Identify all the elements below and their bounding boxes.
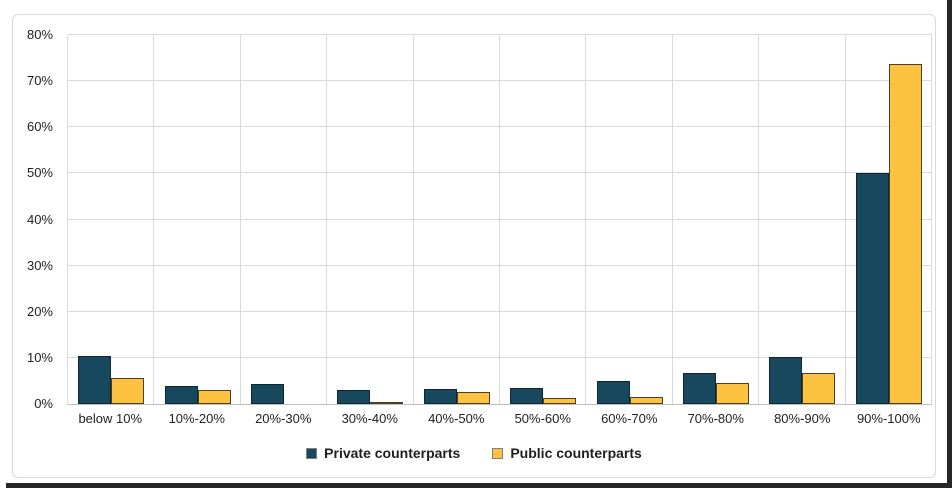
bar bbox=[78, 356, 112, 404]
category-cell bbox=[327, 35, 414, 404]
chart-frame: 0% 10% 20% 30% 40% 50% 60% 70% 80% below 10% 10%-… bbox=[12, 14, 936, 478]
bar bbox=[716, 382, 750, 404]
bar-group-60%-70% bbox=[586, 35, 672, 404]
bar-group-70%-80% bbox=[673, 35, 759, 404]
bar bbox=[888, 64, 922, 404]
x-axis-label: 70%-80% bbox=[687, 411, 744, 426]
plot-area bbox=[67, 34, 933, 405]
bar bbox=[337, 390, 371, 404]
bar bbox=[629, 397, 663, 404]
page-edge-right bbox=[947, 0, 952, 488]
x-axis-labels: below 10% 10%-20% 20%-30% 30%-40% 40%-50% 50%… bbox=[67, 411, 932, 426]
gridline bbox=[68, 172, 932, 174]
category-cell bbox=[673, 35, 760, 404]
x-axis-label: 20%-30% bbox=[255, 411, 312, 426]
x-axis-label: 10%-20% bbox=[168, 411, 225, 426]
bar bbox=[543, 398, 577, 404]
legend-swatch bbox=[306, 447, 318, 459]
category-cell bbox=[68, 35, 155, 404]
category-cell bbox=[500, 35, 587, 404]
bar bbox=[164, 386, 198, 404]
x-axis-label: 60%-70% bbox=[601, 411, 658, 426]
legend-label: Public counterparts bbox=[510, 445, 642, 461]
bar-group-50%-60% bbox=[500, 35, 586, 404]
gridline bbox=[68, 356, 932, 358]
x-axis-label: 90%-100% bbox=[856, 411, 921, 426]
bar bbox=[456, 391, 490, 404]
category-cell bbox=[846, 35, 933, 404]
legend-swatch bbox=[492, 447, 504, 459]
vertical-gridlines bbox=[68, 35, 933, 404]
y-tick-label: 50% bbox=[26, 165, 53, 181]
x-axis-label: 80%-90% bbox=[774, 411, 831, 426]
bar-group-40%-50% bbox=[414, 35, 500, 404]
category-cell bbox=[154, 35, 241, 404]
gridline bbox=[68, 310, 932, 312]
bar bbox=[510, 387, 544, 404]
bar-group-80%-90% bbox=[759, 35, 845, 404]
legend-item: Private counterparts bbox=[306, 445, 460, 461]
bar-group-30%-40% bbox=[327, 35, 413, 404]
category-cell bbox=[586, 35, 673, 404]
x-axis-label: 30%-40% bbox=[341, 411, 398, 426]
category-cell bbox=[759, 35, 846, 404]
bar bbox=[197, 390, 231, 404]
legend-item: Public counterparts bbox=[492, 445, 642, 461]
gridline bbox=[68, 126, 932, 128]
bar bbox=[423, 389, 457, 404]
bar bbox=[251, 383, 285, 404]
bar bbox=[683, 373, 717, 404]
gridline bbox=[68, 34, 932, 35]
bar bbox=[855, 173, 889, 404]
bar-group-20%-30% bbox=[241, 35, 327, 404]
y-tick-label: 40% bbox=[26, 211, 53, 227]
page-edge-bottom bbox=[6, 483, 952, 488]
x-axis-label: 50%-60% bbox=[514, 411, 571, 426]
y-axis: 0% 10% 20% 30% 40% 50% 60% 70% 80% bbox=[13, 27, 60, 411]
y-tick-label: 30% bbox=[26, 257, 53, 273]
y-tick-label: 80% bbox=[26, 27, 53, 42]
bar-group-90%-100% bbox=[846, 35, 932, 404]
bars-layer bbox=[68, 35, 932, 404]
bar-group-below 10% bbox=[68, 35, 154, 404]
legend: Private counterparts Public counterparts bbox=[13, 445, 935, 461]
bar bbox=[370, 402, 404, 404]
category-cell bbox=[241, 35, 328, 404]
bar bbox=[769, 356, 803, 404]
bar bbox=[596, 381, 630, 404]
y-tick-label: 10% bbox=[26, 349, 53, 365]
category-cell bbox=[414, 35, 501, 404]
gridline bbox=[68, 80, 932, 82]
x-axis-label: below 10% bbox=[78, 411, 143, 426]
bar bbox=[802, 373, 836, 404]
x-axis-label: 40%-50% bbox=[428, 411, 485, 426]
gridline bbox=[68, 264, 932, 266]
legend-label: Private counterparts bbox=[324, 445, 461, 461]
gridline bbox=[68, 218, 932, 220]
bar-group-10%-20% bbox=[154, 35, 240, 404]
y-tick-label: 0% bbox=[34, 396, 53, 411]
y-tick-label: 70% bbox=[26, 73, 53, 89]
y-tick-label: 20% bbox=[26, 303, 53, 319]
bar bbox=[111, 378, 145, 404]
y-tick-label: 60% bbox=[26, 119, 53, 135]
